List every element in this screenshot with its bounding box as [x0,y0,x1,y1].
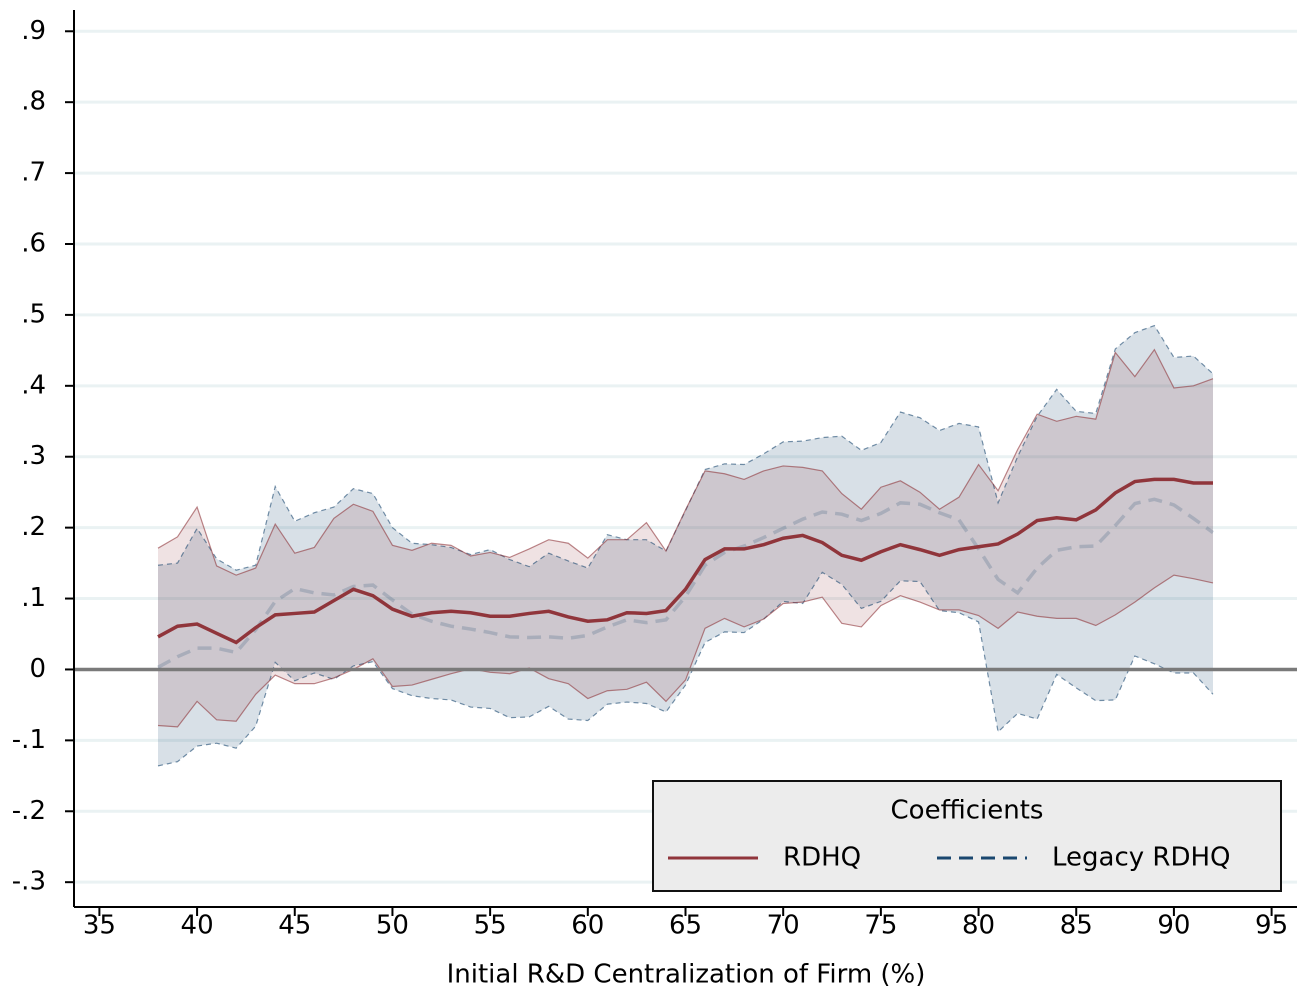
x-tick-label: 40 [181,911,214,941]
y-tick-label: .8 [21,87,46,117]
y-tick-label: -.3 [12,867,46,897]
x-tick-label: 75 [864,911,897,941]
y-tick-label: 0 [29,654,46,684]
x-tick-label: 55 [474,911,507,941]
confidence-band [158,325,1213,766]
band-edge [157,324,1214,571]
x-axis-label: Initial R&D Centralization of Firm (%) [447,960,926,990]
confidence-band [158,349,1213,727]
y-tick-label: .5 [21,299,46,329]
legend: Coefficients RDHQ Legacy RDHQ [652,780,1282,892]
x-tick-label: 70 [767,911,800,941]
x-tick-label: 50 [376,911,409,941]
series-line [157,477,1213,645]
legend-label: RDHQ [783,843,861,873]
legend-label: Legacy RDHQ [1052,843,1231,873]
band-edge [157,571,1214,767]
y-tick-label: -.2 [12,796,46,826]
legend-box [652,780,1282,892]
y-tick-label: .9 [21,16,46,46]
x-tick-label: 90 [1157,911,1190,941]
x-tick-label: 65 [669,911,702,941]
x-tick-label: 60 [571,911,604,941]
band-edge [157,574,1214,728]
y-tick-label: .3 [21,441,46,471]
x-tick-label: 80 [962,911,995,941]
x-tick-label: 45 [278,911,311,941]
legend-title: Coefficients [891,796,1044,826]
y-tick-label: .7 [21,158,46,188]
y-tick-label: .2 [21,512,46,542]
y-tick-label: -.1 [12,725,46,755]
y-tick-label: .1 [21,583,46,613]
x-tick-label: 85 [1060,911,1093,941]
y-tick-label: .6 [21,229,46,259]
y-tick-label: .4 [21,370,46,400]
x-tick-label: 35 [83,911,116,941]
x-tick-label: 95 [1255,911,1288,941]
series-line [157,497,1215,669]
band-edge [157,348,1214,576]
